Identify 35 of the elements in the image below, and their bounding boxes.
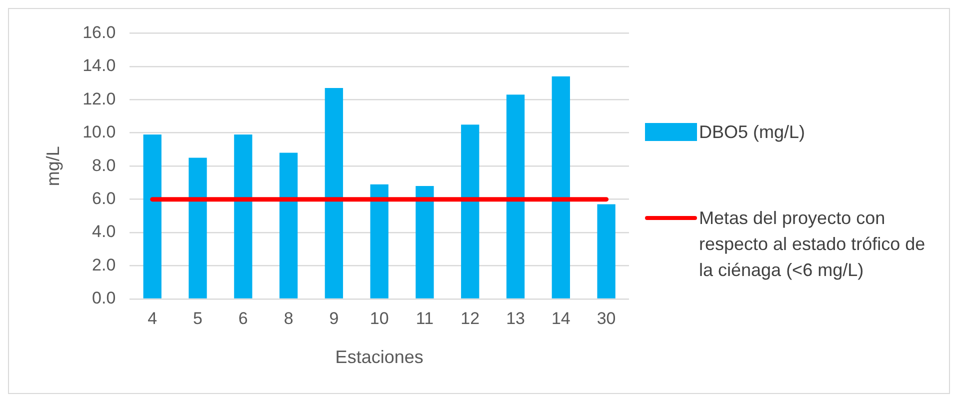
bar bbox=[552, 76, 570, 298]
y-tick-label: 16.0 bbox=[82, 22, 116, 42]
x-tick-label: 30 bbox=[596, 308, 616, 328]
y-tick-label: 10.0 bbox=[82, 122, 116, 142]
legend-label: Metas del proyecto con respecto al estado trófico de la ciénaga (<6 mg/L) bbox=[698, 207, 926, 282]
bar bbox=[324, 88, 344, 298]
y-tick-label: 14.0 bbox=[82, 56, 116, 76]
y-axis-title: mg/L bbox=[42, 146, 63, 186]
y-tick-label: 0.0 bbox=[92, 288, 116, 308]
x-tick-label: 4 bbox=[148, 308, 158, 328]
y-tick-label: 8.0 bbox=[92, 156, 116, 175]
x-tick-label: 8 bbox=[284, 308, 294, 328]
bar bbox=[370, 184, 388, 298]
bar bbox=[234, 134, 252, 298]
x-axis-title: Estaciones bbox=[335, 347, 424, 368]
y-tick-label: 12.0 bbox=[82, 89, 116, 108]
y-tick-label: 6.0 bbox=[92, 189, 116, 208]
x-tick-label: 13 bbox=[506, 308, 525, 328]
bar bbox=[188, 158, 207, 298]
x-tick-label: 10 bbox=[370, 308, 389, 328]
bar bbox=[416, 186, 434, 298]
x-tick-label: 14 bbox=[551, 308, 570, 328]
x-tick-label: 6 bbox=[238, 308, 248, 328]
bar bbox=[506, 94, 525, 298]
bar bbox=[279, 152, 298, 298]
x-tick-label: 9 bbox=[329, 308, 339, 328]
y-tick-label: 2.0 bbox=[92, 255, 116, 274]
y-tick-label: 4.0 bbox=[92, 222, 116, 242]
x-tick-label: 12 bbox=[460, 308, 480, 328]
bar bbox=[597, 204, 616, 298]
bar bbox=[143, 134, 162, 298]
legend-label: DBO5 (mg/L) bbox=[698, 121, 806, 144]
x-tick-label: 5 bbox=[193, 308, 203, 328]
bar bbox=[461, 124, 480, 298]
x-tick-label: 11 bbox=[416, 308, 434, 328]
